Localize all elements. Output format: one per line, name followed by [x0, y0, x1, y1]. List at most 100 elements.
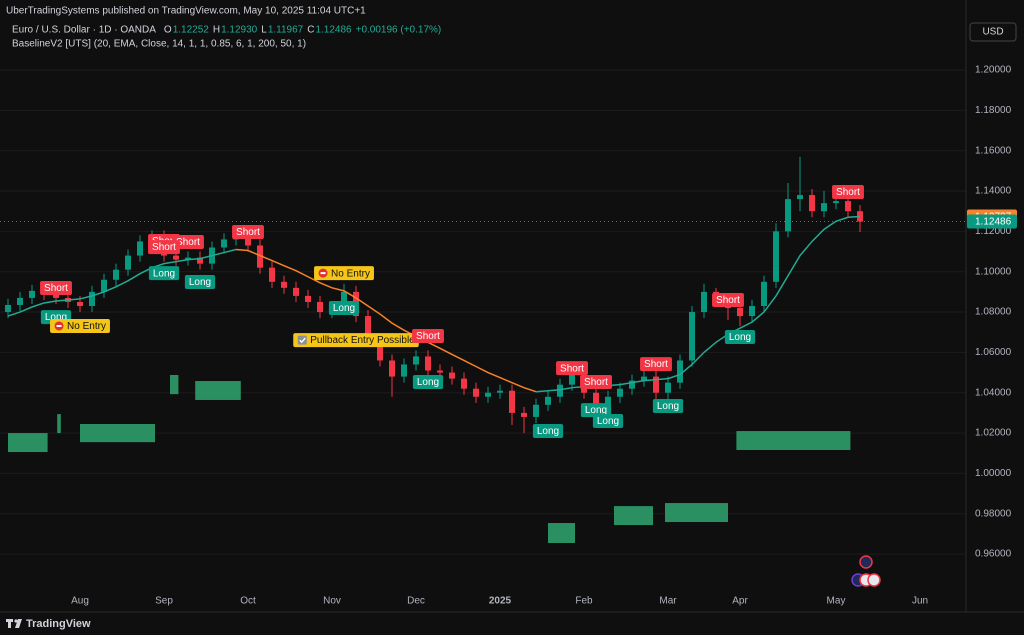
- candle-body: [569, 374, 575, 385]
- signal-text: Long: [585, 405, 607, 416]
- currency[interactable]: USD: [982, 27, 1003, 38]
- x-tick-label: Mar: [659, 596, 677, 607]
- candle-body: [317, 301, 323, 313]
- signal-text: Long: [333, 303, 355, 314]
- baseline-line: [7, 248, 237, 317]
- grid: [0, 69, 966, 555]
- ohlc-value: 1.11967: [268, 25, 304, 36]
- ohlc-label: H: [213, 25, 220, 36]
- zone: [80, 423, 155, 443]
- y-tick-label: 1.14000: [975, 186, 1012, 197]
- baseline-line: [235, 248, 537, 393]
- indicator: BaselineV2 [UTS] (20, EMA, Close, 14, 1,…: [12, 39, 306, 50]
- candle-body: [533, 404, 539, 417]
- currency-box[interactable]: [969, 22, 1017, 42]
- candle-body: [377, 340, 383, 361]
- x-tick-label: Feb: [575, 596, 593, 607]
- event-icon[interactable]: [859, 555, 873, 569]
- candle-body: [173, 255, 179, 260]
- candle-body: [425, 356, 431, 371]
- signal-text: Short: [416, 331, 440, 342]
- candle-body: [77, 301, 83, 306]
- candle-body: [497, 390, 503, 393]
- x-tick-label: May: [827, 596, 846, 607]
- candle-body: [617, 388, 623, 397]
- candle-body: [269, 267, 275, 282]
- candle-body: [749, 305, 755, 317]
- zone: [548, 523, 575, 544]
- candle-body: [281, 281, 287, 288]
- ohlc-value: 1.12930: [221, 25, 258, 36]
- candle-body: [137, 241, 143, 256]
- candle-body: [365, 316, 371, 341]
- signal-text: No Entry: [331, 268, 370, 279]
- signal-label: [412, 375, 444, 390]
- candle-body: [809, 195, 815, 212]
- symbol-title: Euro / U.S. Dollar · 1D · OANDA: [12, 25, 156, 36]
- signal-text: Short: [644, 359, 668, 370]
- candle-body: [821, 203, 827, 212]
- candle-body: [305, 295, 311, 302]
- brand: TradingView: [26, 618, 91, 630]
- signal-text: Pullback Entry Possible: [310, 335, 415, 346]
- signal-text: Short: [560, 363, 584, 374]
- signal-text: Long: [153, 268, 175, 279]
- candle-body: [29, 290, 35, 298]
- ohlc-label: O: [164, 25, 172, 36]
- x-tick-label: Jun: [912, 596, 928, 607]
- candle-body: [245, 235, 251, 246]
- candle-body: [677, 360, 683, 383]
- candle-body: [293, 287, 299, 296]
- footer: [0, 612, 1024, 635]
- y-tick-label: 1.12000: [975, 226, 1012, 237]
- zone: [8, 433, 48, 453]
- zone: [195, 381, 241, 400]
- signal-text: Long: [45, 312, 67, 323]
- signal-label: [40, 281, 72, 296]
- zone: [665, 503, 728, 523]
- candle-body: [449, 372, 455, 379]
- candle-body: [125, 255, 131, 270]
- candle-body: [437, 370, 443, 373]
- candle-body: [653, 376, 659, 393]
- candle-body: [521, 412, 527, 417]
- candle-body: [545, 396, 551, 405]
- y-tick-label: 1.16000: [975, 145, 1012, 156]
- y-tick-label: 0.96000: [975, 549, 1012, 560]
- change: +0.00196 (+0.17%): [356, 25, 442, 36]
- signal-icon: [320, 272, 326, 275]
- price-tag-text: 1.12486: [975, 217, 1012, 228]
- signal-icon: [299, 337, 306, 344]
- candle-body: [221, 239, 227, 248]
- zone: [170, 374, 179, 395]
- candle-body: [641, 376, 647, 381]
- candle-body: [509, 390, 515, 413]
- candle-body: [605, 396, 611, 405]
- candle-body: [341, 291, 347, 309]
- candle-body: [737, 308, 743, 317]
- signal-label: [640, 357, 672, 372]
- ohlc-label: C: [307, 25, 314, 36]
- signal-text: Short: [44, 283, 68, 294]
- signal-label: [712, 292, 744, 307]
- signal-text: Short: [152, 242, 176, 253]
- signal-text: Long: [417, 377, 439, 388]
- signal-label: [580, 375, 612, 390]
- x-tick-label: Apr: [732, 596, 748, 607]
- signal-icon: [56, 324, 62, 327]
- candle-body: [557, 384, 563, 397]
- event-icon[interactable]: [867, 573, 881, 587]
- signal-label: [314, 266, 374, 281]
- signal-icon: [297, 335, 307, 345]
- signal-text: Short: [176, 237, 200, 248]
- candle-body: [5, 304, 11, 313]
- ohlc-value: 1.12486: [315, 25, 352, 36]
- zone: [614, 506, 653, 526]
- candle-body: [833, 201, 839, 204]
- candle-body: [785, 199, 791, 232]
- candle-body: [845, 201, 851, 212]
- candle-body: [485, 392, 491, 397]
